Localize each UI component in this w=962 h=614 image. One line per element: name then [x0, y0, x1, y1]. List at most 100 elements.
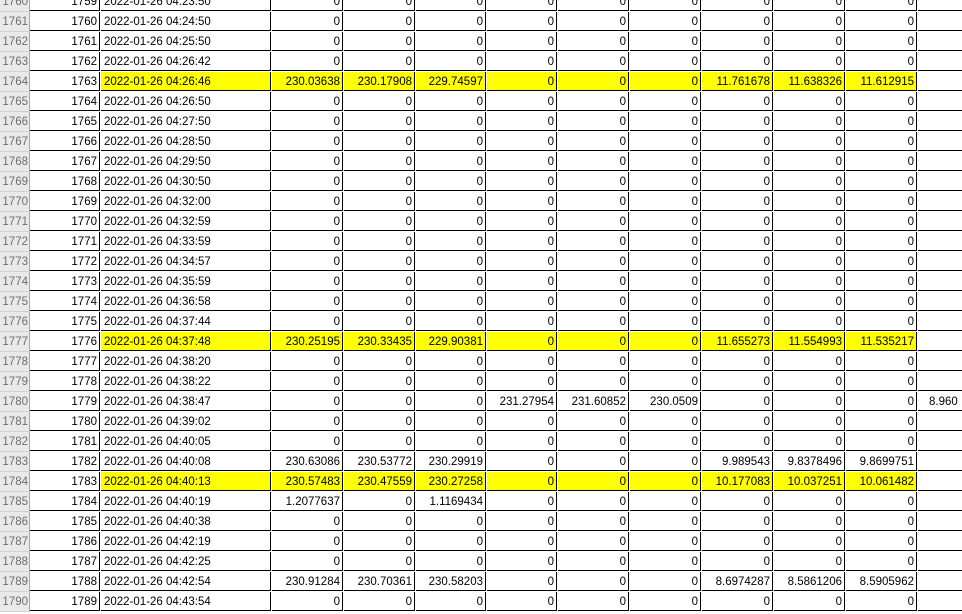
cell-value[interactable]: 0: [416, 292, 486, 311]
cell-value[interactable]: 8.5905962: [846, 572, 917, 591]
cell-value[interactable]: 0: [630, 432, 701, 451]
cell-datetime[interactable]: 2022-01-26 04:26:46: [101, 72, 271, 91]
cell-value[interactable]: 0: [344, 492, 415, 511]
cell-value[interactable]: 0: [630, 232, 701, 251]
cell-value[interactable]: 0: [846, 372, 917, 391]
cell-extra[interactable]: [918, 212, 962, 231]
cell-value[interactable]: 0: [774, 292, 845, 311]
cell-value[interactable]: 0: [846, 352, 917, 371]
cell-value[interactable]: 0: [272, 192, 343, 211]
cell-value[interactable]: 0: [272, 152, 343, 171]
cell-value[interactable]: 0: [272, 212, 343, 231]
cell-value[interactable]: 0: [487, 352, 557, 371]
row-header[interactable]: 1771: [0, 212, 30, 232]
cell-value[interactable]: 0: [774, 52, 845, 71]
cell-value[interactable]: 0: [416, 252, 486, 271]
cell-datetime[interactable]: 2022-01-26 04:42:25: [101, 552, 271, 571]
cell-extra[interactable]: [918, 352, 962, 371]
cell-value[interactable]: 0: [416, 32, 486, 51]
cell-value[interactable]: 0: [774, 32, 845, 51]
cell-value[interactable]: 1.1169434: [416, 492, 486, 511]
cell-index[interactable]: 1767: [30, 152, 100, 171]
cell-value[interactable]: 0: [344, 32, 415, 51]
cell-value[interactable]: 0: [702, 372, 773, 391]
cell-value[interactable]: 0: [344, 532, 415, 551]
cell-extra[interactable]: [918, 452, 962, 471]
cell-value[interactable]: 0: [846, 0, 917, 11]
cell-value[interactable]: 0: [846, 92, 917, 111]
cell-value[interactable]: 0: [630, 292, 701, 311]
cell-value[interactable]: 0: [630, 552, 701, 571]
cell-value[interactable]: 0: [846, 432, 917, 451]
cell-value[interactable]: 0: [702, 12, 773, 31]
cell-datetime[interactable]: 2022-01-26 04:37:48: [101, 332, 271, 351]
cell-value[interactable]: 11.535217: [846, 332, 917, 351]
cell-value[interactable]: 0: [702, 272, 773, 291]
cell-extra[interactable]: [918, 272, 962, 291]
cell-datetime[interactable]: 2022-01-26 04:34:57: [101, 252, 271, 271]
cell-value[interactable]: 0: [416, 0, 486, 11]
cell-value[interactable]: 230.17908: [344, 72, 415, 91]
cell-index[interactable]: 1761: [30, 32, 100, 51]
cell-extra[interactable]: [918, 32, 962, 51]
row-header[interactable]: 1768: [0, 152, 30, 172]
cell-value[interactable]: 0: [487, 292, 557, 311]
cell-value[interactable]: 0: [416, 592, 486, 611]
cell-value[interactable]: 8.5861206: [774, 572, 845, 591]
cell-value[interactable]: 0: [416, 412, 486, 431]
cell-value[interactable]: 11.638326: [774, 72, 845, 91]
cell-extra[interactable]: 8.960: [918, 392, 962, 411]
cell-index[interactable]: 1772: [30, 252, 100, 271]
cell-value[interactable]: 0: [272, 552, 343, 571]
cell-value[interactable]: 11.612915: [846, 72, 917, 91]
cell-value[interactable]: 0: [558, 172, 629, 191]
row-header[interactable]: 1776: [0, 312, 30, 332]
cell-value[interactable]: 9.989543: [702, 452, 773, 471]
cell-index[interactable]: 1777: [30, 352, 100, 371]
cell-extra[interactable]: [918, 312, 962, 331]
cell-datetime[interactable]: 2022-01-26 04:32:59: [101, 212, 271, 231]
cell-datetime[interactable]: 2022-01-26 04:36:58: [101, 292, 271, 311]
cell-value[interactable]: 0: [558, 152, 629, 171]
cell-extra[interactable]: [918, 332, 962, 351]
cell-value[interactable]: 0: [272, 392, 343, 411]
cell-value[interactable]: 0: [487, 592, 557, 611]
row-header[interactable]: 1774: [0, 272, 30, 292]
cell-value[interactable]: 0: [344, 372, 415, 391]
cell-value[interactable]: 0: [344, 512, 415, 531]
cell-value[interactable]: 0: [344, 352, 415, 371]
cell-value[interactable]: 0: [846, 312, 917, 331]
cell-index[interactable]: 1769: [30, 192, 100, 211]
cell-value[interactable]: 0: [272, 112, 343, 131]
cell-value[interactable]: 0: [558, 12, 629, 31]
cell-value[interactable]: 0: [846, 252, 917, 271]
cell-value[interactable]: 0: [558, 412, 629, 431]
cell-datetime[interactable]: 2022-01-26 04:37:44: [101, 312, 271, 331]
cell-value[interactable]: 0: [487, 492, 557, 511]
cell-value[interactable]: 0: [774, 192, 845, 211]
cell-value[interactable]: 0: [272, 252, 343, 271]
cell-value[interactable]: 0: [702, 492, 773, 511]
cell-datetime[interactable]: 2022-01-26 04:43:54: [101, 592, 271, 611]
cell-datetime[interactable]: 2022-01-26 04:26:50: [101, 92, 271, 111]
cell-value[interactable]: 0: [846, 192, 917, 211]
cell-value[interactable]: 0: [630, 112, 701, 131]
cell-value[interactable]: 229.74597: [416, 72, 486, 91]
cell-extra[interactable]: [918, 592, 962, 611]
cell-value[interactable]: 230.47559: [344, 472, 415, 491]
cell-index[interactable]: 1762: [30, 52, 100, 71]
cell-value[interactable]: 0: [630, 212, 701, 231]
cell-index[interactable]: 1779: [30, 392, 100, 411]
cell-value[interactable]: 0: [558, 0, 629, 11]
cell-value[interactable]: 0: [774, 172, 845, 191]
cell-value[interactable]: 0: [702, 52, 773, 71]
cell-index[interactable]: 1759: [30, 0, 100, 11]
cell-value[interactable]: 0: [846, 512, 917, 531]
cell-value[interactable]: 0: [774, 312, 845, 331]
cell-value[interactable]: 230.03638: [272, 72, 343, 91]
cell-extra[interactable]: [918, 112, 962, 131]
cell-value[interactable]: 0: [416, 92, 486, 111]
cell-value[interactable]: 0: [774, 552, 845, 571]
cell-value[interactable]: 0: [630, 252, 701, 271]
cell-value[interactable]: 0: [630, 312, 701, 331]
